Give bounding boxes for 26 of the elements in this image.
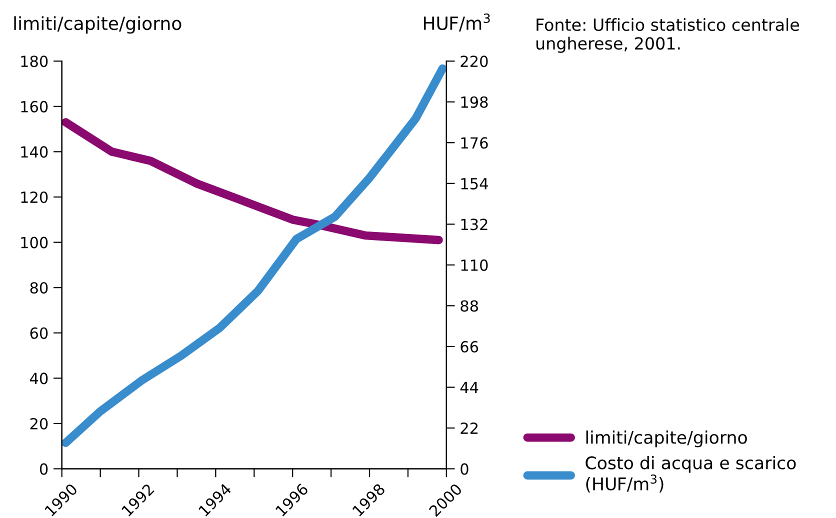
legend-label: limiti/capite/giorno [586, 430, 747, 448]
y-tick-label: 20 [30, 418, 48, 430]
y-tick-label: 140 [21, 146, 48, 158]
y-tick-label: 120 [21, 191, 48, 204]
y-tick-label: 100 [21, 236, 48, 248]
y2-tick-label: 44 [460, 382, 478, 394]
source-note: Fonte: Ufficio statistico centrale ungherese, 2001. [536, 18, 800, 53]
y-tick-label: 80 [30, 282, 48, 294]
y2-tick-label: 0 [460, 463, 468, 475]
y-tick-label: 180 [21, 56, 48, 68]
y-tick-label: 40 [30, 372, 48, 384]
y2-tick-label: 220 [460, 56, 488, 68]
y2-tick-label: 176 [461, 137, 488, 149]
y2-tick-label: 154 [461, 178, 488, 190]
y-axis-title: limiti/capite/giorno [14, 16, 182, 34]
y2-tick-label: 88 [460, 300, 478, 312]
y2-tick-label: 132 [461, 218, 488, 230]
y2-tick-label: 22 [460, 422, 478, 434]
y2-tick-label: 66 [460, 340, 478, 353]
y-tick-label: 0 [40, 463, 48, 475]
y2-tick-label: 110 [461, 259, 488, 271]
y2-tick-label: 198 [461, 96, 488, 108]
y-tick-label: 60 [30, 327, 48, 339]
y-tick-label: 160 [21, 100, 48, 112]
legend-label: Costo di acqua e scarico (HUF/m$^{3}$) [586, 456, 796, 492]
y2-axis-title: HUF/m$^{3}$ [424, 13, 490, 32]
